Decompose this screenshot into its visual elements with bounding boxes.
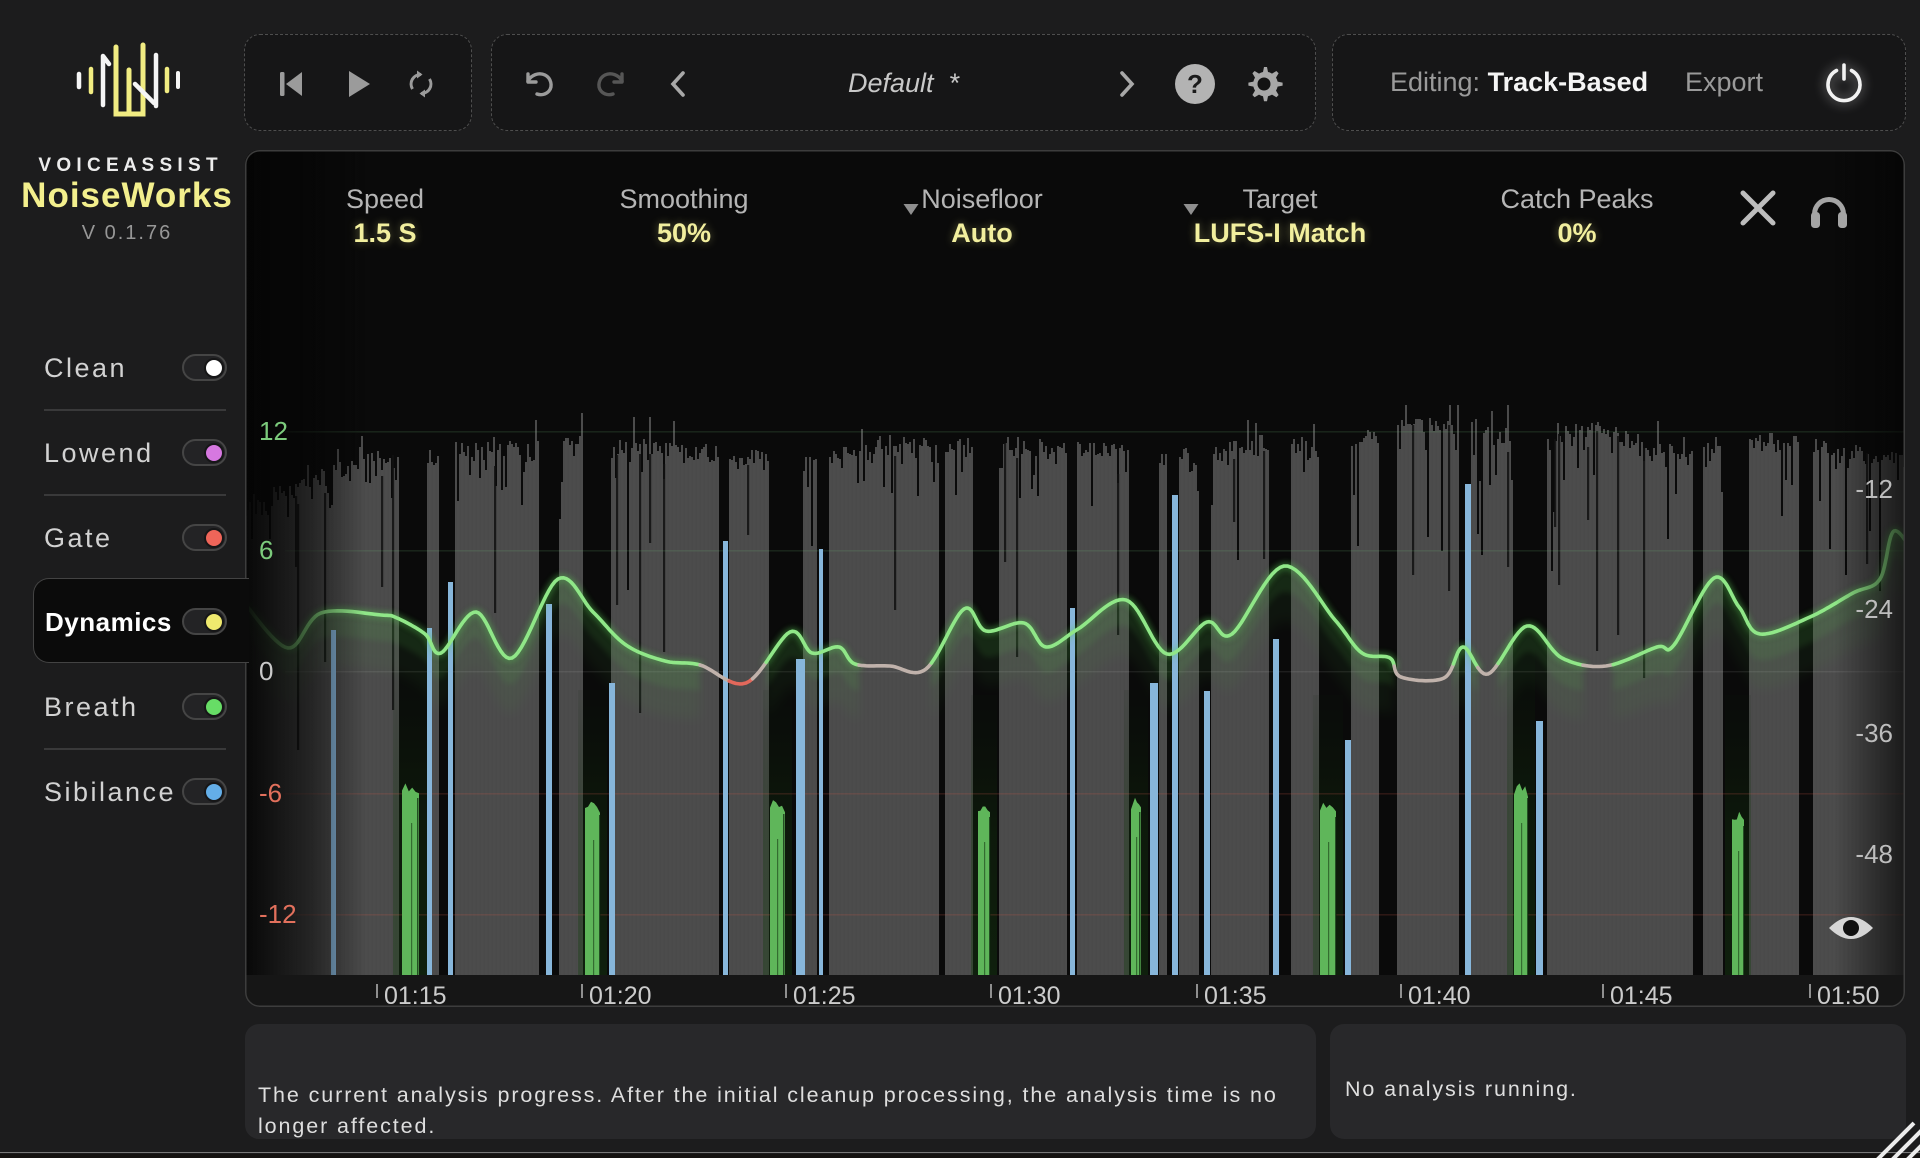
svg-text:6: 6	[259, 535, 273, 565]
svg-text:-48: -48	[1855, 839, 1893, 869]
svg-text:01:45: 01:45	[1610, 982, 1673, 1007]
svg-text:12: 12	[259, 416, 288, 446]
svg-text:01:20: 01:20	[589, 982, 652, 1007]
svg-text:-6: -6	[259, 778, 282, 808]
svg-text:01:50: 01:50	[1817, 982, 1880, 1007]
svg-text:0: 0	[259, 656, 273, 686]
svg-text:-12: -12	[259, 899, 297, 929]
svg-text:01:15: 01:15	[384, 982, 447, 1007]
svg-text:?: ?	[1187, 69, 1203, 99]
svg-text:-12: -12	[1855, 474, 1893, 504]
svg-text:01:40: 01:40	[1408, 982, 1471, 1007]
svg-text:-36: -36	[1855, 718, 1893, 748]
svg-text:-24: -24	[1855, 594, 1893, 624]
svg-text:01:25: 01:25	[793, 982, 856, 1007]
svg-text:01:30: 01:30	[998, 982, 1061, 1007]
svg-text:01:35: 01:35	[1204, 982, 1267, 1007]
